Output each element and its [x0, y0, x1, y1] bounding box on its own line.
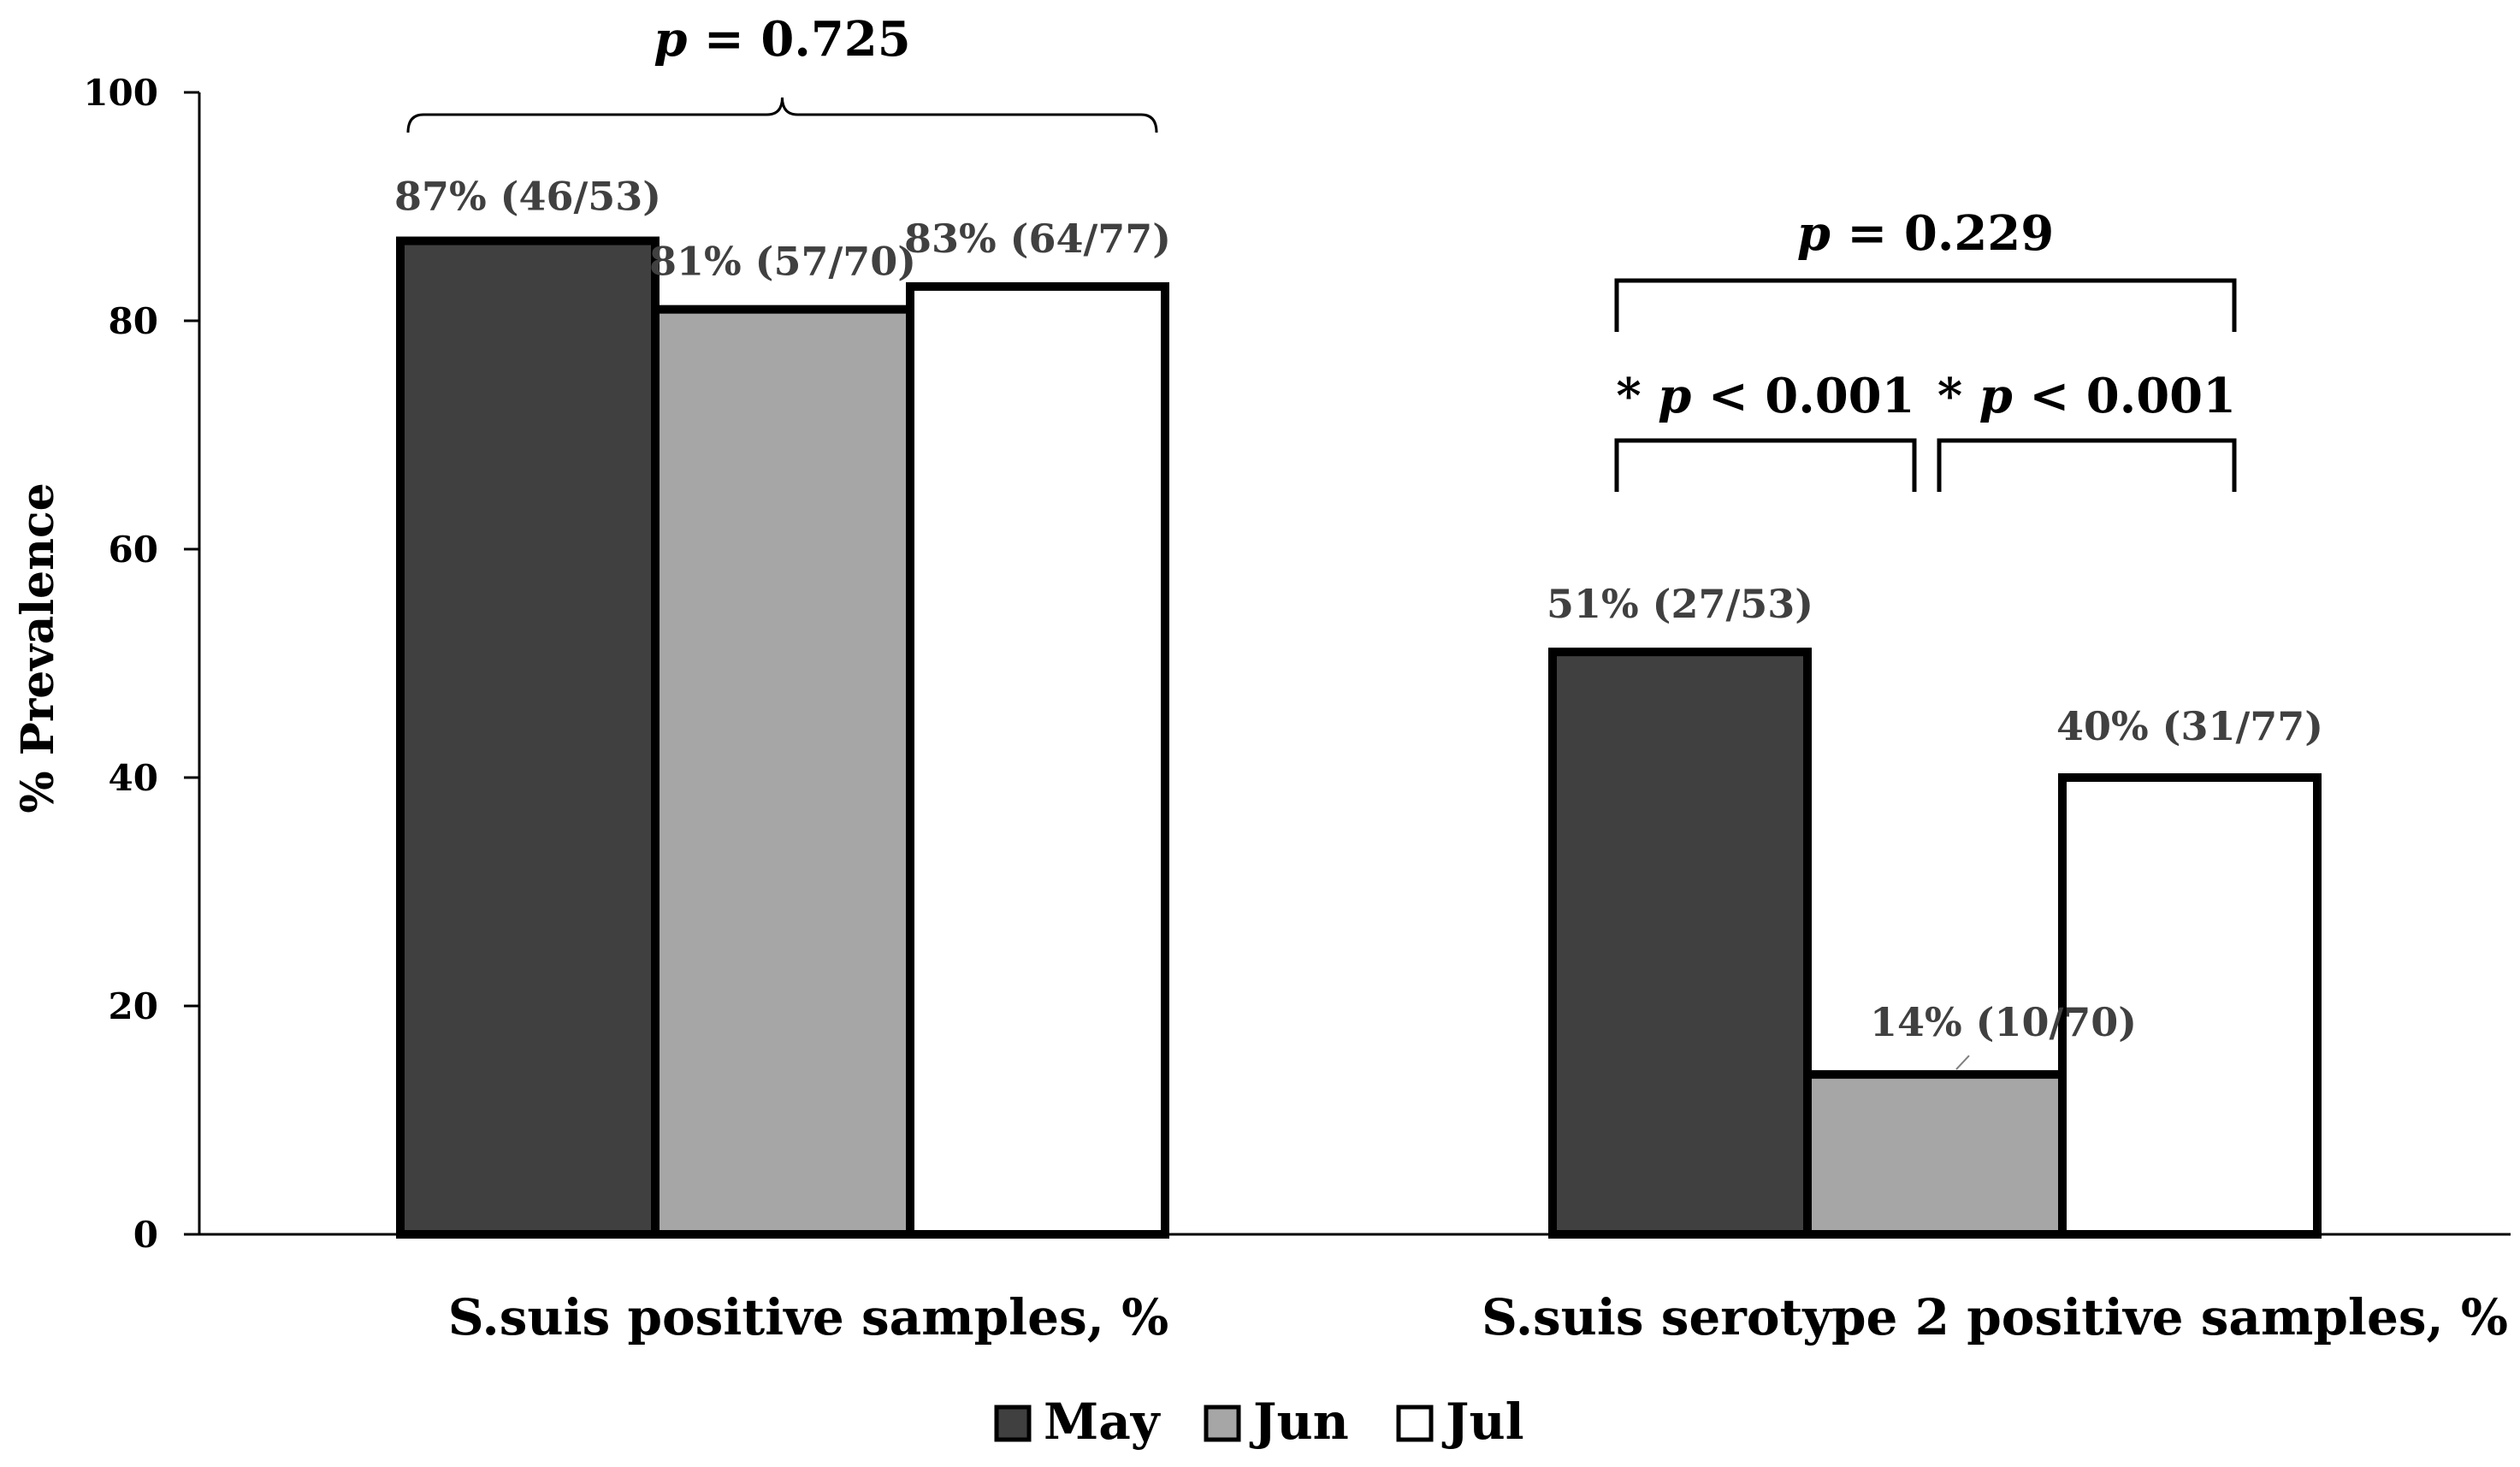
bar-jul-2: [2058, 773, 2322, 1239]
bar-jun-1: [651, 305, 914, 1239]
bar-jun-2: [1803, 1070, 2067, 1239]
legend-swatch-may: [994, 1405, 1032, 1442]
y-tick-label: 80: [109, 300, 158, 342]
y-tick-label: 20: [109, 985, 158, 1027]
p-value-4: * p < 0.001: [1937, 368, 2236, 424]
data-label-jul-2: 40% (31/77): [2056, 703, 2323, 749]
bar-may-2: [1548, 648, 1812, 1239]
data-label-jun-1: 81% (57/70): [649, 239, 916, 285]
y-tick-label: 0: [133, 1214, 158, 1256]
bracket-3: [1614, 438, 1917, 492]
category-label-2: S.suis serotype 2 positive samples, %: [1482, 1288, 2508, 1346]
y-axis-title: % Prevalence: [12, 482, 64, 813]
category-label-1: S.suis positive samples, %: [448, 1288, 1169, 1346]
legend-label-jun: Jun: [1249, 1393, 1349, 1451]
y-tick-label: 100: [83, 72, 158, 114]
p-value-2: p = 0.229: [1797, 205, 2054, 262]
data-labels: 87% (46/53) 51% (27/53) 81% (57/70) 14% (10…: [394, 174, 2323, 1070]
bars: [396, 236, 2322, 1239]
bracket-2: [1614, 278, 2237, 332]
significance-brackets: p = 0.725 p = 0.229 * p < 0.001 * p < 0.001: [406, 11, 2237, 492]
y-tick-label: 60: [109, 529, 158, 571]
legend-swatch-jul: [1396, 1405, 1434, 1442]
data-label-may-1: 87% (46/53): [394, 174, 661, 220]
legend-label-jul: Jul: [1441, 1393, 1524, 1451]
axes: 0 20 40 60 80 100 % Prevalence S.suis positive …: [12, 72, 2511, 1346]
data-label-jun-2: 14% (10/70): [1870, 999, 2137, 1045]
bar-may-1: [396, 236, 660, 1239]
legend-swatch-jun: [1204, 1405, 1241, 1442]
label-leader-line: [1955, 1055, 1970, 1070]
bracket-4: [1937, 438, 2237, 492]
p-value-1: p = 0.725: [654, 11, 910, 68]
data-label-jul-1: 83% (64/77): [904, 216, 1171, 262]
bar-jul-1: [906, 281, 1169, 1239]
legend: May Jun Jul: [994, 1393, 1524, 1451]
bracket-1: [406, 97, 1158, 133]
p-value-3: * p < 0.001: [1616, 368, 1914, 424]
data-label-may-2: 51% (27/53): [1547, 581, 1813, 627]
y-tick-label: 40: [109, 757, 158, 799]
legend-label-may: May: [1044, 1393, 1162, 1451]
